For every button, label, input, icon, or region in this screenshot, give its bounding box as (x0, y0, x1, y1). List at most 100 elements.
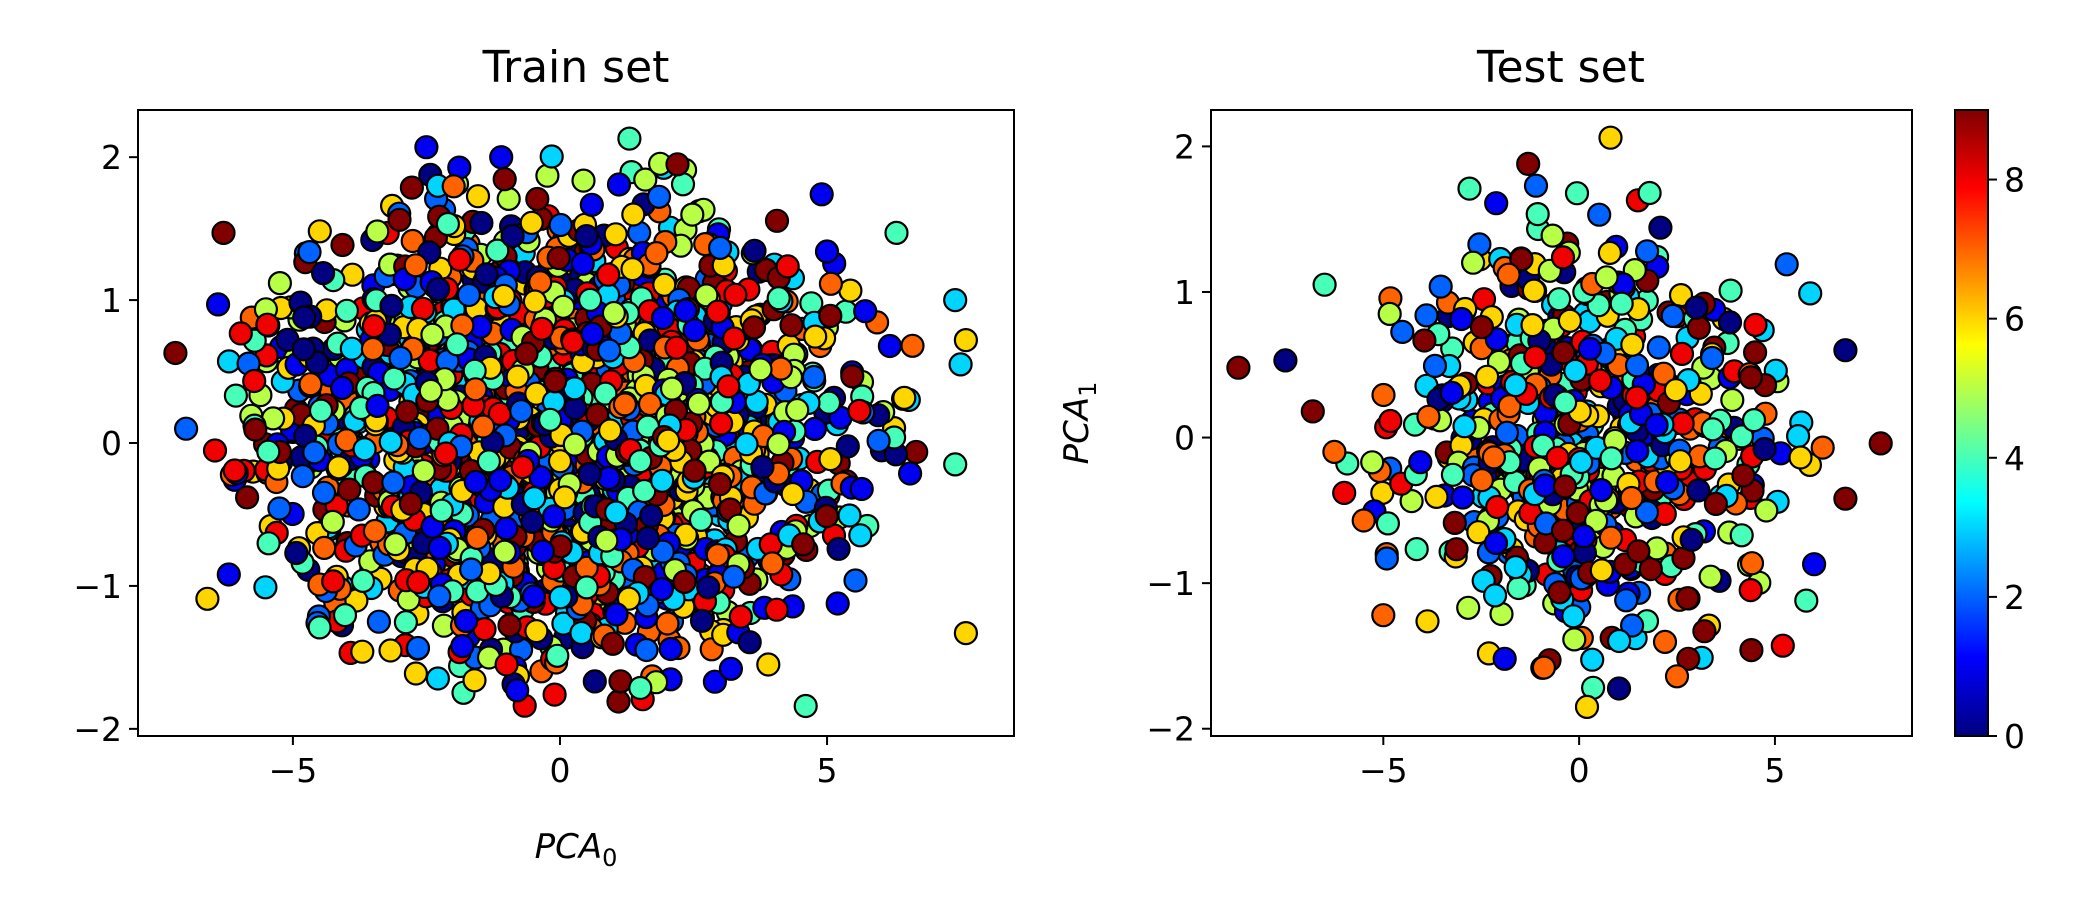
scatter-point (633, 167, 658, 192)
scatter-point (1589, 478, 1614, 503)
scatter-point (601, 300, 627, 326)
scatter-point (705, 299, 730, 324)
scatter-point (1428, 274, 1453, 299)
scatter-point (1523, 173, 1549, 198)
scatter-point (174, 416, 199, 441)
scatter-point (1739, 637, 1764, 663)
scatter-point (463, 377, 488, 402)
scatter-point (1717, 310, 1743, 335)
scatter-point (163, 340, 188, 366)
y-tick-label: −1 (1146, 564, 1195, 603)
scatter-point (292, 305, 317, 330)
scatter-point (682, 458, 707, 483)
scatter-point (1422, 353, 1448, 378)
scatter-point (793, 693, 818, 719)
scatter-point (639, 503, 664, 528)
scatter-point (1494, 420, 1520, 445)
scatter-point (603, 500, 629, 525)
scatter-point (779, 313, 804, 338)
scatter-point (608, 669, 633, 694)
scatter-point (1531, 655, 1557, 680)
x-tick-label: −5 (1359, 751, 1408, 790)
scatter-point (1801, 552, 1827, 577)
scatter-point (1739, 551, 1765, 576)
scatter-point (1700, 417, 1725, 442)
scatter-point (748, 357, 773, 382)
scatter-point (650, 305, 676, 331)
scatter-point (474, 262, 499, 287)
scatter-point (1412, 328, 1437, 353)
scatter-point (953, 620, 979, 646)
scatter-point (1588, 368, 1613, 393)
scatter-point (721, 326, 747, 351)
scatter-point (670, 172, 696, 197)
scatter-point (1481, 445, 1507, 470)
scatter-point (1684, 295, 1709, 320)
scatter-point (1668, 449, 1693, 474)
scatter-point (1440, 462, 1466, 487)
colorbar-tick-label: 8 (2004, 161, 2025, 200)
scatter-point (1743, 312, 1768, 337)
scatter-point (843, 568, 868, 593)
scatter-point (1634, 239, 1660, 264)
scatter-point (1702, 446, 1728, 471)
scatter-point (943, 288, 968, 313)
scatter-point (521, 584, 547, 609)
scatter-point (1450, 485, 1475, 510)
scatter-point (1469, 315, 1495, 340)
scatter-point (441, 174, 466, 199)
scatter-point (1738, 365, 1764, 390)
scatter-point (330, 375, 355, 400)
scatter-point (650, 539, 675, 564)
scatter-point (542, 682, 567, 707)
scatter-point (510, 455, 535, 480)
y-tick-label: −2 (1146, 710, 1195, 749)
scatter-point (1557, 308, 1583, 333)
y-tick-label: 1 (101, 281, 122, 320)
scatter-point (801, 364, 827, 390)
scatter-point (1552, 390, 1578, 415)
scatter-point (1399, 489, 1424, 514)
scatter-point (337, 477, 362, 502)
scatter-point (334, 298, 359, 323)
scatter-point (216, 562, 241, 587)
scatter-point (694, 283, 719, 308)
scatter-point (362, 518, 387, 544)
scatter-point (1619, 613, 1645, 638)
scatter-point (580, 321, 605, 346)
scatter-point (216, 349, 242, 374)
scatter-point (547, 449, 573, 474)
scatter-point (352, 437, 377, 462)
scatter-point (321, 569, 346, 594)
scatter-point (463, 469, 488, 494)
scatter-point (603, 222, 628, 247)
scatter-point (596, 262, 621, 287)
scatter-point (426, 276, 451, 302)
scatter-point (489, 145, 514, 170)
scatter-point (379, 293, 404, 318)
scatter-point (548, 585, 573, 610)
scatter-point (1404, 536, 1429, 562)
scatter-point (211, 220, 236, 245)
scatter-point (267, 496, 292, 521)
scatter-point (1606, 628, 1632, 654)
scatter-point (433, 441, 458, 466)
scatter-point (1770, 633, 1795, 658)
x-tick-label: 5 (817, 751, 838, 790)
scatter-point (1449, 306, 1474, 332)
scatter-point (1540, 223, 1565, 248)
scatter-point (290, 464, 315, 489)
scatter-point (1599, 446, 1624, 471)
scatter-point (388, 345, 413, 371)
scatter-point (365, 219, 390, 244)
scatter-point (569, 620, 594, 646)
scatter-point (1660, 303, 1685, 328)
scatter-point (1646, 335, 1671, 360)
scatter-point (1729, 523, 1754, 548)
scatter-point (1676, 646, 1701, 671)
scatter-point (494, 516, 519, 541)
scatter-point (1729, 424, 1755, 449)
scatter-point (1738, 577, 1763, 603)
scatter-point (632, 478, 657, 504)
scatter-point (546, 245, 571, 271)
